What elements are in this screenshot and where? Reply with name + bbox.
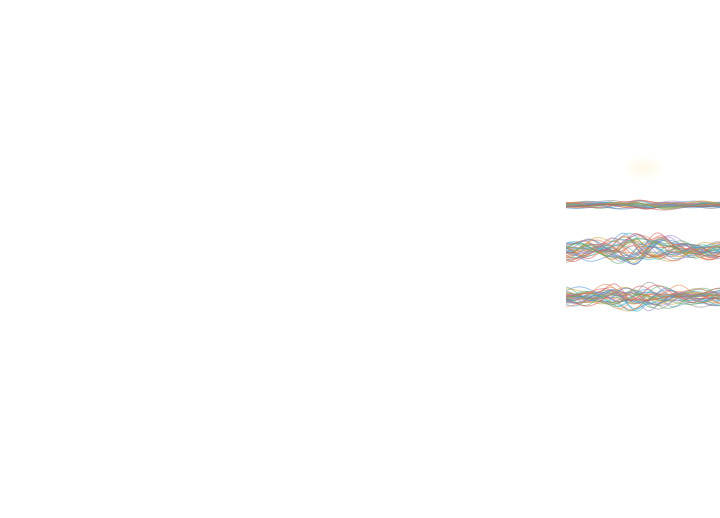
- wave-line: [566, 283, 720, 304]
- wave-line: [566, 239, 720, 265]
- wave-line: [566, 239, 720, 258]
- wave-line: [566, 238, 720, 256]
- wave-line: [566, 293, 720, 309]
- wave-line: [566, 202, 720, 209]
- faint-glow: [622, 156, 666, 180]
- wave-line: [566, 233, 720, 259]
- wave-line: [566, 203, 720, 211]
- wave-strip-bottom: [566, 281, 720, 312]
- wave-line: [566, 287, 720, 310]
- wave-strip-middle: [566, 232, 720, 266]
- waveform-strips: [566, 184, 720, 320]
- wave-line: [566, 291, 720, 307]
- wave-line: [566, 284, 720, 301]
- wave-line: [566, 238, 720, 259]
- wave-strip-top: [566, 199, 720, 211]
- wave-line: [566, 233, 720, 260]
- wave-line: [566, 240, 720, 262]
- waveform-svg: [566, 199, 720, 312]
